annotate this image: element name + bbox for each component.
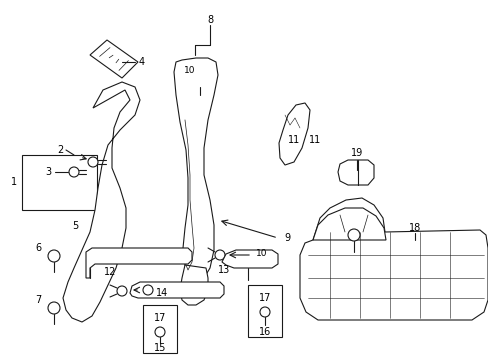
Circle shape <box>260 307 269 317</box>
Circle shape <box>155 327 164 337</box>
Bar <box>142 305 177 353</box>
Polygon shape <box>86 248 192 278</box>
Polygon shape <box>90 40 138 78</box>
Circle shape <box>195 77 204 87</box>
Polygon shape <box>222 250 278 268</box>
Circle shape <box>48 250 60 262</box>
Text: 18: 18 <box>408 223 420 233</box>
Circle shape <box>142 285 153 295</box>
Text: 16: 16 <box>258 327 270 337</box>
Text: 1: 1 <box>11 177 17 187</box>
Polygon shape <box>312 208 385 240</box>
Text: 11: 11 <box>287 135 300 145</box>
Text: 13: 13 <box>218 265 230 275</box>
Polygon shape <box>180 265 207 305</box>
Text: 17: 17 <box>154 313 166 323</box>
Circle shape <box>347 229 359 241</box>
Polygon shape <box>279 103 309 165</box>
Text: 3: 3 <box>45 167 51 177</box>
Text: 12: 12 <box>103 267 116 277</box>
Text: 2: 2 <box>57 145 63 155</box>
Text: 4: 4 <box>139 57 145 67</box>
Circle shape <box>215 250 224 260</box>
Text: 11: 11 <box>308 135 321 145</box>
Circle shape <box>69 167 79 177</box>
Text: 8: 8 <box>206 15 213 25</box>
Text: 14: 14 <box>156 288 168 298</box>
Circle shape <box>88 157 98 167</box>
Text: 10: 10 <box>184 66 195 75</box>
Bar <box>247 285 282 337</box>
Polygon shape <box>299 198 487 320</box>
Text: 17: 17 <box>258 293 271 303</box>
Polygon shape <box>174 58 218 282</box>
Circle shape <box>117 286 127 296</box>
Text: 7: 7 <box>35 295 41 305</box>
Bar <box>22 155 97 210</box>
Polygon shape <box>63 82 140 322</box>
Text: 9: 9 <box>284 233 289 243</box>
Text: 19: 19 <box>350 148 363 158</box>
Text: 15: 15 <box>154 343 166 353</box>
Circle shape <box>48 302 60 314</box>
Text: 6: 6 <box>35 243 41 253</box>
Polygon shape <box>337 160 373 185</box>
Text: 5: 5 <box>72 221 78 231</box>
Text: 10: 10 <box>256 248 267 257</box>
Polygon shape <box>130 282 224 298</box>
